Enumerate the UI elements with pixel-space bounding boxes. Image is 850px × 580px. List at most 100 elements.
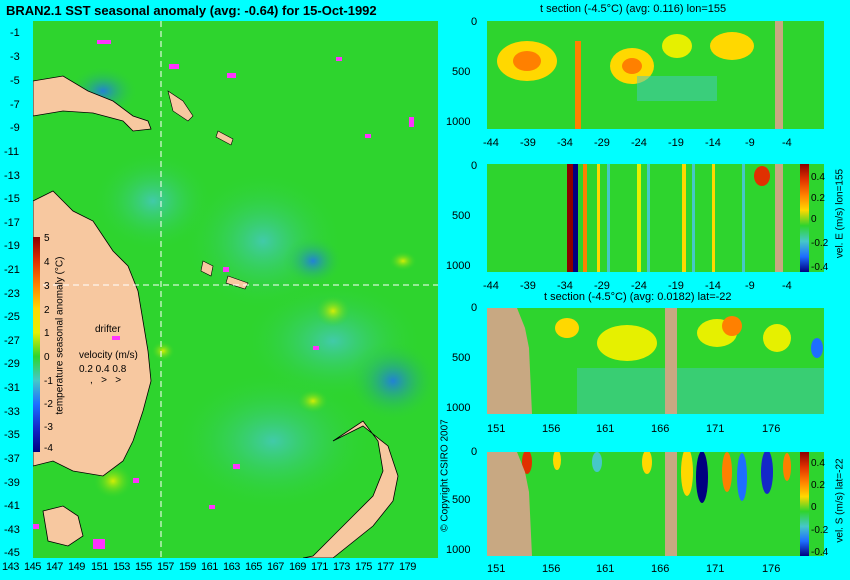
lat-tick: -3 <box>10 51 20 63</box>
y-tick: 500 <box>452 352 471 364</box>
map-plot <box>33 21 438 558</box>
section-plot <box>487 308 824 414</box>
x-tick: 156 <box>542 563 561 575</box>
lat-tick: -17 <box>4 217 20 229</box>
lon-tick: 177 <box>377 561 394 573</box>
panel-title: t section (-4.5°C) (avg: 0.116) lon=155 <box>540 3 727 15</box>
lon-tick: 173 <box>333 561 350 573</box>
x-tick: -44 <box>483 280 499 292</box>
x-tick: 161 <box>596 423 615 435</box>
colorbar-tick: 0 <box>44 352 50 363</box>
map-panel <box>33 21 438 558</box>
x-tick: -39 <box>520 280 536 292</box>
lon-tick: 153 <box>113 561 130 573</box>
colorbar-tick: 5 <box>44 233 50 244</box>
colorbar-tick: -0.2 <box>811 525 829 536</box>
lon-tick: 171 <box>311 561 328 573</box>
lat-tick: -9 <box>10 122 20 134</box>
colorbar-tick: -3 <box>44 422 53 433</box>
section-panel-t-lon <box>487 21 824 129</box>
colorbar-label: vel. S (m/s) lat=-22 <box>834 458 846 543</box>
colorbar-tick: -4 <box>44 443 53 454</box>
x-tick: -34 <box>557 137 573 149</box>
map-lat-ticks: -1 -3 -5 -7 -9 -11 -13 -15 -17 -19 -21 -… <box>4 21 32 559</box>
section-plot <box>487 452 824 556</box>
lat-tick: -1 <box>10 27 20 39</box>
lon-tick: 147 <box>46 561 63 573</box>
lat-tick: -5 <box>10 75 20 87</box>
lat-tick: -35 <box>4 429 20 441</box>
velocity-label: velocity (m/s) <box>79 350 138 361</box>
colorbar-tick: -0.4 <box>811 547 829 558</box>
x-tick: 156 <box>542 423 561 435</box>
y-tick: 500 <box>452 210 471 222</box>
y-tick: 1000 <box>446 402 471 414</box>
x-tick: 171 <box>706 563 725 575</box>
drifter-label: drifter <box>95 324 121 335</box>
lat-tick: -11 <box>4 146 20 158</box>
lat-tick: -25 <box>4 311 20 323</box>
x-tick: -24 <box>631 280 647 292</box>
y-tick: 0 <box>471 160 478 172</box>
x-tick: -9 <box>745 137 755 149</box>
colorbar-tick: 3 <box>44 281 50 292</box>
map-lon-ticks: 143 145 147 149 151 153 155 157 159 161 … <box>0 561 440 579</box>
x-tick: -4 <box>782 137 792 149</box>
lat-tick: -21 <box>4 264 20 276</box>
section-plot <box>487 164 824 272</box>
colorbar-label: vel. E (m/s) lon=155 <box>834 168 846 259</box>
colorbar-label: temperature seasonal anomaly (°C) <box>54 256 66 415</box>
lat-tick: -43 <box>4 524 20 536</box>
lat-tick: -41 <box>4 500 20 512</box>
lon-tick: 151 <box>91 561 108 573</box>
lon-tick: 165 <box>245 561 262 573</box>
colorbar-tick: 2 <box>44 305 50 316</box>
lon-tick: 143 <box>2 561 19 573</box>
x-tick: 166 <box>651 563 670 575</box>
colorbar-tick: 0 <box>811 214 817 225</box>
x-tick: -14 <box>705 137 721 149</box>
lat-tick: -39 <box>4 477 20 489</box>
y-tick: 0 <box>471 16 478 28</box>
y-tick: 500 <box>452 494 471 506</box>
velocity-colorbar <box>800 452 809 556</box>
colorbar-tick: 1 <box>44 328 50 339</box>
lat-tick: -7 <box>10 99 20 111</box>
lat-tick: -31 <box>4 382 20 394</box>
x-tick: -29 <box>594 137 610 149</box>
lat-tick: -37 <box>4 453 20 465</box>
x-tick: 161 <box>596 563 615 575</box>
lon-tick: 145 <box>24 561 41 573</box>
lon-tick: 175 <box>355 561 372 573</box>
section-panel-v-lat <box>487 452 824 556</box>
colorbar-tick: 0.4 <box>811 172 825 183</box>
section-panel-v-lon <box>487 164 824 272</box>
lon-tick: 169 <box>289 561 306 573</box>
x-tick: -29 <box>594 280 610 292</box>
y-tick: 0 <box>471 446 478 458</box>
lat-tick: -23 <box>4 288 20 300</box>
y-tick: 1000 <box>446 544 471 556</box>
lat-tick: -13 <box>4 170 20 182</box>
colorbar-tick: 0.2 <box>811 193 825 204</box>
x-tick: -19 <box>668 137 684 149</box>
lon-tick: 155 <box>135 561 152 573</box>
x-tick: -39 <box>520 137 536 149</box>
lon-tick: 179 <box>399 561 416 573</box>
x-tick: 171 <box>706 423 725 435</box>
lat-tick: -45 <box>4 547 20 559</box>
colorbar-tick: -2 <box>44 399 53 410</box>
lat-tick: -19 <box>4 240 20 252</box>
velocity-arrows-icon: , > > <box>90 375 122 386</box>
y-tick: 0 <box>471 302 478 314</box>
x-tick: -14 <box>705 280 721 292</box>
x-tick: -24 <box>631 137 647 149</box>
velocity-colorbar <box>800 164 809 272</box>
lat-tick: -15 <box>4 193 20 205</box>
y-tick: 500 <box>452 66 471 78</box>
lon-tick: 149 <box>68 561 85 573</box>
colorbar-tick: 0.4 <box>811 458 825 469</box>
lon-tick: 163 <box>223 561 240 573</box>
panel-title: t section (-4.5°C) (avg: 0.0182) lat=-22 <box>544 291 732 303</box>
lon-tick: 159 <box>179 561 196 573</box>
